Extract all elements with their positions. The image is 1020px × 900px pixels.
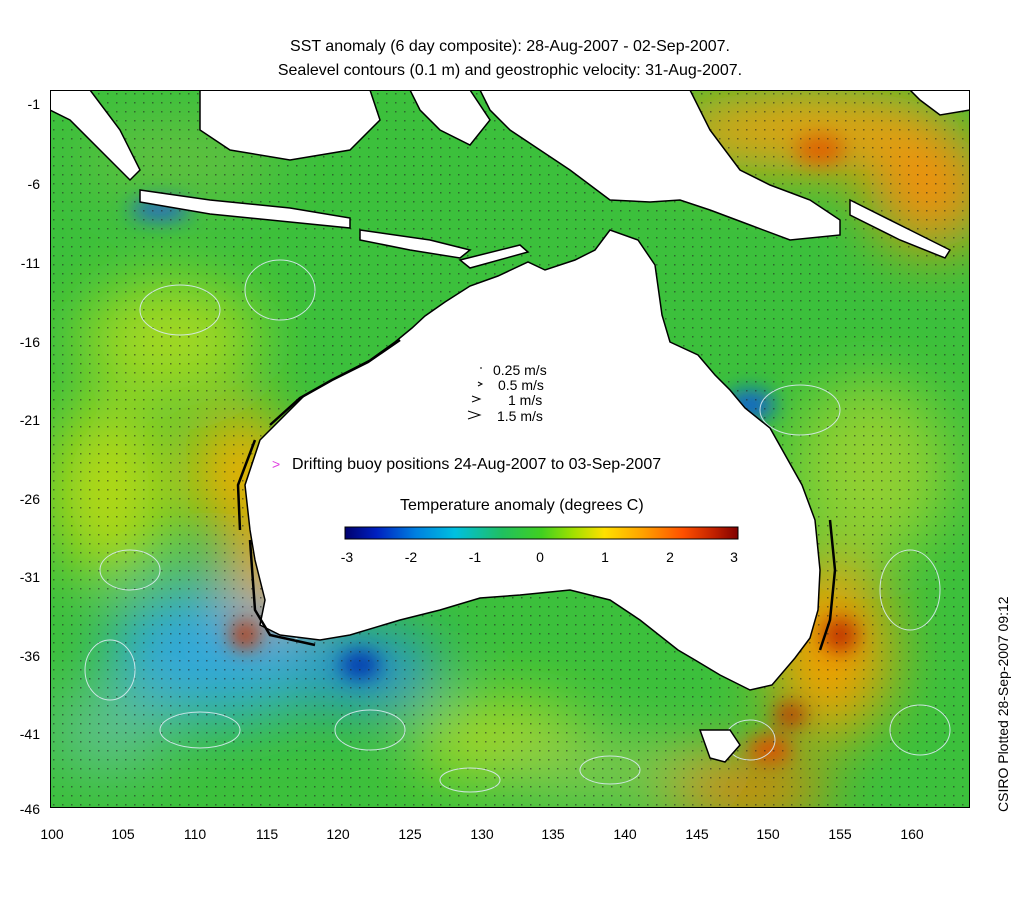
y-tick-label: -6 — [27, 176, 40, 192]
colorbar — [344, 526, 739, 540]
colorbar-tick: 2 — [666, 549, 674, 565]
continental-shelf-line — [236, 338, 837, 651]
tasmania-landmass — [698, 729, 741, 763]
borneo-landmass — [199, 90, 381, 161]
colorbar-title: Temperature anomaly (degrees C) — [400, 497, 644, 514]
y-tick-label: -21 — [19, 412, 40, 428]
y-tick-label: -16 — [19, 334, 40, 350]
buoy-legend-text: Drifting buoy positions 24-Aug-2007 to 0… — [292, 456, 662, 473]
x-tick-label: 100 — [40, 826, 64, 842]
solomon-islands — [849, 198, 952, 259]
sumatra-landmass — [50, 90, 141, 182]
lesser-sunda-islands — [359, 229, 472, 259]
velocity-scale-label-3: 1 m/s — [508, 392, 543, 408]
velocity-scale-arrows — [467, 367, 484, 420]
colorbar-tick: -1 — [468, 549, 482, 565]
map-frame — [50, 90, 970, 808]
colorbar-tick: 1 — [601, 549, 609, 565]
y-tick-label: -26 — [19, 491, 40, 507]
java-landmass — [139, 189, 351, 229]
map-canvas — [50, 90, 970, 808]
sulawesi-landmass — [409, 90, 491, 146]
x-tick-label: 145 — [685, 826, 709, 842]
x-tick-label: 105 — [111, 826, 135, 842]
philippines-fragment — [908, 90, 970, 116]
colorbar-tick: 0 — [536, 549, 544, 565]
velocity-scale-label-4: 1.5 m/s — [497, 408, 543, 424]
x-tick-label: 110 — [183, 826, 207, 842]
new-guinea-landmass — [479, 90, 841, 241]
colorbar-tick: -2 — [404, 549, 418, 565]
sst-anomaly-map: 0.25 m/s 0.5 m/s 1 m/s 1.5 m/s > Driftin… — [50, 90, 970, 808]
map-title-line-2: Sealevel contours (0.1 m) and geostrophi… — [277, 62, 743, 79]
y-tick-label: -46 — [19, 801, 40, 817]
x-tick-label: 155 — [828, 826, 852, 842]
x-tick-label: 140 — [613, 826, 637, 842]
x-tick-label: 160 — [900, 826, 924, 842]
x-tick-label: 125 — [398, 826, 422, 842]
x-tick-label: 150 — [756, 826, 780, 842]
arrow-0-5 — [477, 381, 484, 387]
map-title-line-1: SST anomaly (6 day composite): 28-Aug-20… — [290, 38, 730, 55]
colorbar-tick: 3 — [730, 549, 738, 565]
velocity-scale-label-1: 0.25 m/s — [493, 362, 547, 378]
y-tick-label: -41 — [19, 726, 40, 742]
arrow-1-5 — [467, 410, 482, 420]
y-tick-label: -11 — [20, 255, 40, 271]
colorbar-tick: -3 — [340, 549, 354, 565]
velocity-scale-label-2: 0.5 m/s — [498, 377, 544, 393]
land-masses — [50, 90, 970, 763]
arrow-1 — [471, 395, 482, 403]
y-tick-label: -36 — [19, 648, 40, 664]
y-tick-label: -31 — [19, 569, 40, 585]
x-tick-label: 115 — [255, 826, 279, 842]
x-tick-label: 130 — [470, 826, 494, 842]
australia-landmass — [244, 229, 821, 691]
timor-landmass — [458, 244, 530, 269]
plot-credit-note: CSIRO Plotted 28-Sep-2007 09:12 — [995, 596, 1011, 812]
buoy-marker-icon: > — [272, 456, 281, 472]
y-tick-label: -1 — [27, 96, 40, 112]
x-tick-label: 120 — [326, 826, 350, 842]
x-tick-label: 135 — [541, 826, 565, 842]
